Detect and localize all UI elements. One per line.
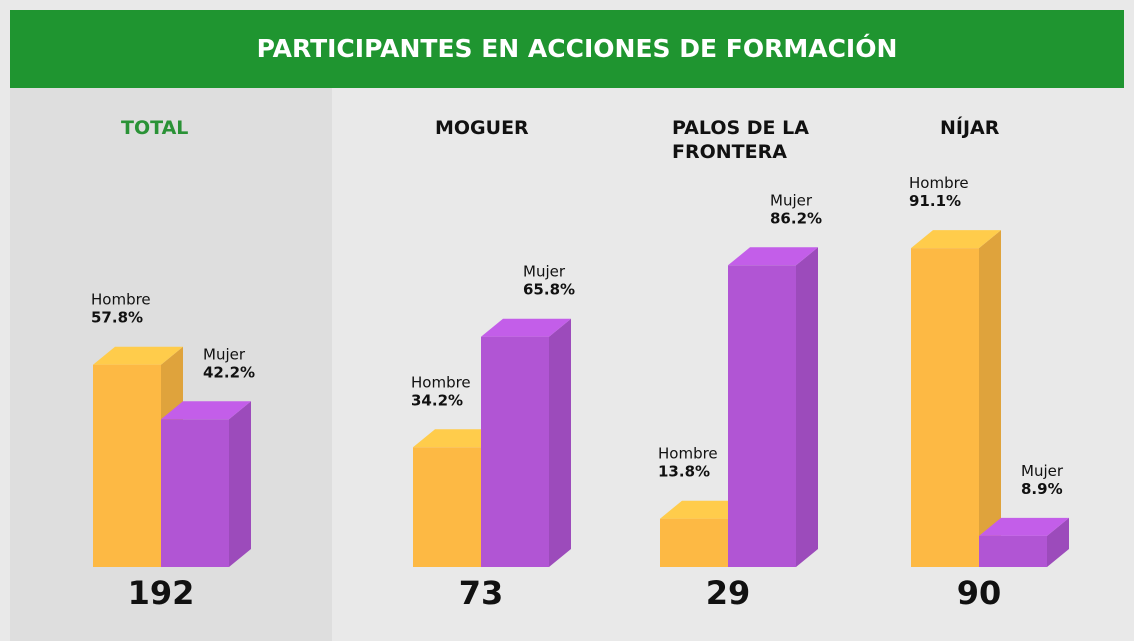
category-label: MOGUER [435,117,529,139]
bar-side [549,318,571,567]
total-label: 90 [957,574,1002,612]
bar-top [413,429,503,448]
category-label: NÍJAR [940,117,1000,139]
chart-title: PARTICIPANTES EN ACCIONES DE FORMACIÓN [257,33,898,63]
series-label: Hombre [411,373,471,391]
bar-top [161,401,251,420]
series-label: Hombre [91,291,151,309]
bar-top [481,318,571,337]
bar-top [979,517,1069,536]
bar [93,364,161,567]
bar-side [796,247,818,568]
total-label: 29 [706,574,751,612]
value-label: 13.8% [658,463,710,481]
bar [660,518,728,567]
series-label: Mujer [1021,462,1064,480]
bar [979,535,1047,567]
series-label: Mujer [203,345,246,363]
value-label: 8.9% [1021,480,1063,498]
total-label: 73 [459,574,504,612]
value-label: 42.2% [203,363,255,381]
category-label: TOTAL [121,117,189,139]
series-label: Hombre [658,445,718,463]
series-label: Mujer [523,263,566,281]
value-label: 65.8% [523,281,575,299]
value-label: 91.1% [909,192,961,210]
bar [161,419,229,567]
header [10,10,1124,88]
value-label: 34.2% [411,391,463,409]
bar [413,447,481,567]
value-label: 86.2% [770,209,822,227]
series-label: Hombre [909,174,969,192]
bar-top [911,230,1001,249]
bar-top [660,500,750,519]
bar-side [229,401,251,567]
series-label: Mujer [770,191,813,209]
bar [911,248,979,567]
bar-side [979,230,1001,567]
value-label: 57.8% [91,309,143,327]
bar-top [93,346,183,365]
bar-top [728,247,818,266]
bar [728,265,796,567]
bar [481,336,549,567]
category-label: PALOS DE LA FRONTERA [672,117,809,163]
bar-side [1047,517,1069,567]
total-label: 192 [128,574,195,612]
